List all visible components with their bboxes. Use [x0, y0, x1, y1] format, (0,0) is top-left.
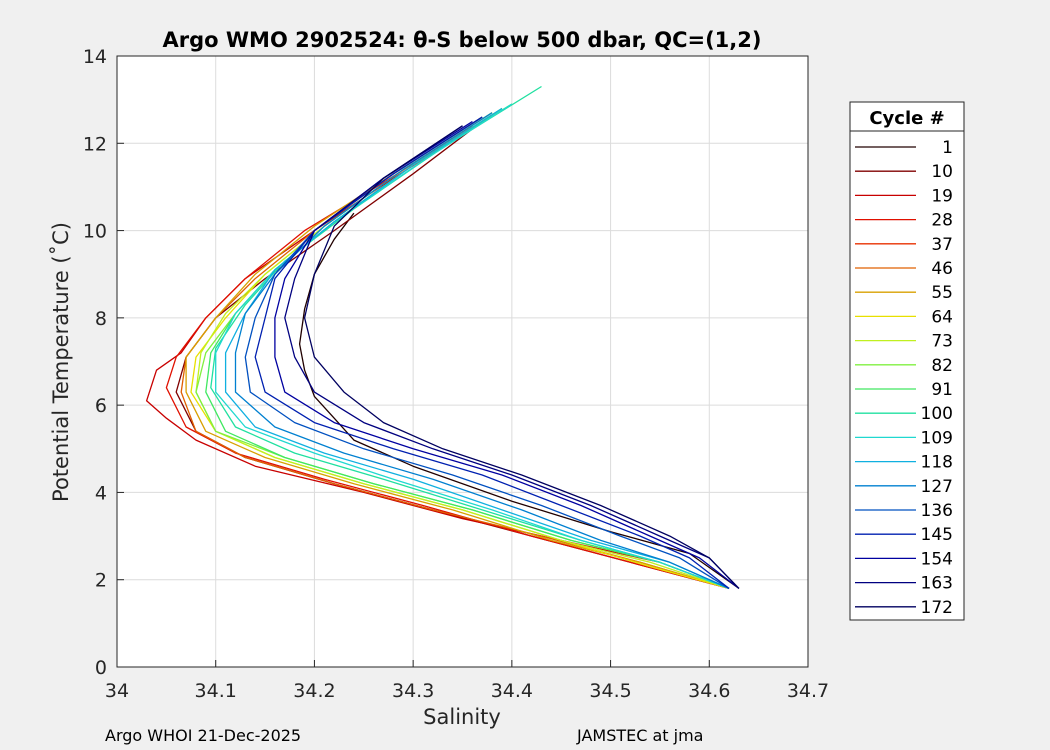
series-lines: [145, 85, 740, 590]
x-tick-label: 34.7: [787, 680, 829, 702]
x-tick-label: 34: [105, 680, 129, 702]
legend-label: 64: [931, 307, 953, 327]
legend-label: 145: [921, 525, 953, 545]
x-tick-label: 34.2: [293, 680, 335, 702]
footer-right: JAMSTEC at jma: [577, 726, 704, 745]
legend-label: 154: [921, 549, 953, 569]
series-line: [254, 116, 730, 589]
legend-title: Cycle #: [869, 108, 944, 129]
plot-frame: [116, 55, 809, 668]
x-axis-label: Salinity: [423, 705, 501, 729]
series-line: [224, 107, 730, 589]
legend-label: 127: [921, 477, 953, 497]
series-line: [284, 125, 740, 589]
series-line: [234, 112, 730, 589]
chart-title: Argo WMO 2902524: θ-S below 500 dbar, QC…: [163, 28, 762, 52]
footer-left: Argo WHOI 21-Dec-2025: [105, 726, 302, 745]
y-tick-label: 0: [95, 657, 107, 679]
legend-label: 136: [921, 501, 953, 521]
x-tick-labels: 34 34.1 34.2 34.3 34.4 34.5 34.6 34.7: [105, 660, 829, 702]
legend-items: 1 10 19 28 37 46 55 64 73 82 91 100 109 118 127 136 145 1…: [855, 138, 953, 618]
legend-label: 28: [931, 211, 953, 231]
y-tick-label: 6: [95, 395, 107, 417]
series-line: [165, 125, 730, 590]
legend-label: 46: [931, 259, 953, 279]
legend-label: 37: [931, 235, 953, 255]
legend-label: 82: [931, 356, 953, 376]
legend-label: 19: [931, 186, 953, 206]
y-axis-label: Potential Temperature (˚C): [49, 222, 73, 502]
plot-area: [117, 56, 808, 667]
x-tick-label: 34.1: [195, 680, 237, 702]
legend-label: 109: [921, 428, 953, 448]
legend-label: 100: [921, 404, 953, 424]
y-tick-label: 12: [83, 133, 107, 155]
legend-label: 1: [942, 138, 953, 158]
y-tick-label: 4: [95, 482, 107, 504]
legend-label: 172: [921, 598, 953, 618]
x-tick-label: 34.6: [688, 680, 730, 702]
y-tick-label: 10: [83, 221, 107, 243]
legend: Cycle # 1 10 19 28 37 46 55 64 73 82 91 100 109 118 12…: [849, 101, 965, 621]
x-tick-label: 34.3: [392, 680, 434, 702]
y-tick-label: 14: [83, 46, 107, 68]
y-tick-label: 2: [95, 570, 107, 592]
series-line: [303, 125, 740, 589]
x-tick-label: 34.4: [491, 680, 533, 702]
legend-label: 163: [921, 574, 953, 594]
series-line: [274, 120, 740, 589]
legend-label: 10: [931, 162, 953, 182]
series-line: [185, 116, 730, 590]
legend-label: 73: [931, 332, 953, 352]
y-tick-label: 8: [95, 308, 107, 330]
legend-label: 55: [931, 283, 953, 303]
x-tick-label: 34.5: [589, 680, 631, 702]
legend-label: 118: [921, 453, 953, 473]
y-tick-labels: 0 2 4 6 8 10 12 14: [83, 46, 124, 679]
legend-label: 91: [931, 380, 953, 400]
